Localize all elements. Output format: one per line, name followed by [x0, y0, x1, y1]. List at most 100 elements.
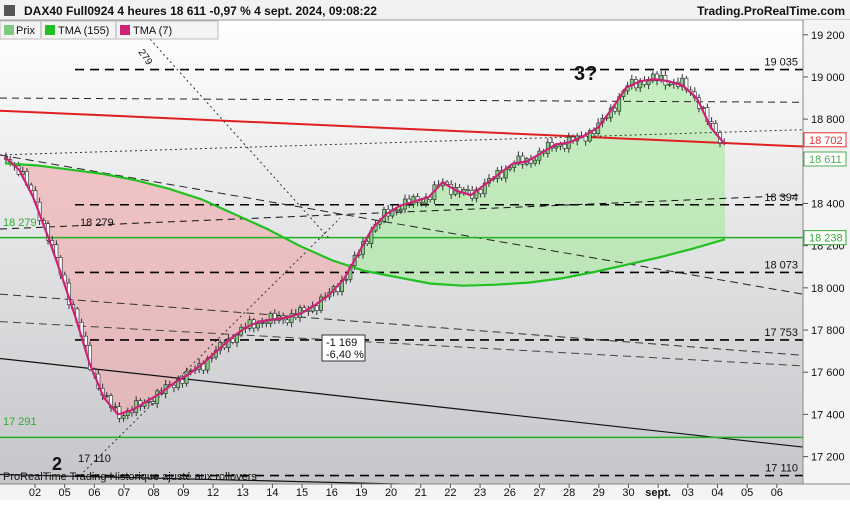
footer-note: ProRealTime Trading Historique ajusté au…	[3, 471, 257, 483]
candle-body	[319, 296, 323, 311]
candle-body	[314, 305, 319, 311]
candle-body	[151, 401, 155, 404]
candle-body	[180, 379, 185, 384]
candle-body	[260, 322, 265, 324]
fib-line-rising	[79, 217, 341, 476]
candle-body	[365, 241, 370, 244]
candle-body	[583, 135, 588, 142]
y-tick-label: 18 800	[811, 114, 845, 126]
y-tick-label: 19 000	[811, 72, 845, 84]
x-tick-label: 23	[474, 487, 486, 499]
tma7-line	[4, 77, 726, 416]
y-tick-label: 18 000	[811, 283, 845, 295]
price-badge-label: 18 238	[809, 233, 843, 245]
candle-body	[613, 107, 617, 112]
candle-body	[533, 159, 538, 164]
candle-body	[474, 189, 479, 199]
candle-body	[680, 77, 685, 87]
candle-body	[121, 415, 126, 419]
level-label-2: 18 073	[764, 259, 798, 271]
legend-swatch-tma7	[120, 25, 130, 35]
tma155-line	[4, 162, 726, 287]
label-17110-left: 17 110	[78, 453, 111, 465]
y-axis-panel	[803, 20, 850, 484]
candle-body	[268, 312, 273, 324]
price-badge-label: 18 611	[809, 154, 842, 166]
chart-title: DAX40 Full0924 4 heures 18 611 -0,97 % 4…	[24, 4, 377, 18]
candle-body	[709, 121, 714, 124]
candle-body	[554, 145, 559, 149]
candle-body	[667, 83, 672, 86]
label-18279: 18 279	[80, 217, 114, 229]
x-tick-label: 30	[622, 487, 634, 499]
x-tick-label: 04	[711, 487, 723, 499]
x-tick-label: 12	[207, 487, 219, 499]
x-tick-label: 06	[88, 487, 100, 499]
x-tick-label: 26	[504, 487, 516, 499]
level-label-3: 17 753	[764, 327, 798, 339]
candle-body	[419, 201, 424, 204]
legend: Prix TMA (155) TMA (7)	[0, 20, 219, 40]
x-tick-label: 02	[29, 487, 41, 499]
x-axis-panel	[0, 484, 850, 500]
tma-fill-region-1	[11, 162, 350, 415]
x-tick-label: 22	[444, 487, 456, 499]
level-label-1: 18 394	[764, 192, 798, 204]
candle-body	[394, 209, 399, 212]
y-tick-label: 19 200	[811, 30, 845, 42]
tma-fill-region-2	[350, 79, 725, 286]
price-badge-18238	[803, 230, 847, 246]
candle-body	[83, 335, 88, 346]
y-tick-label: 17 200	[811, 452, 845, 464]
x-tick-label: 19	[355, 487, 367, 499]
info-icon[interactable]	[4, 5, 15, 16]
label-18279-left: 18 279	[3, 217, 37, 229]
x-tick-label: 27	[533, 487, 545, 499]
resistance-line-red	[0, 109, 803, 148]
candle-body	[646, 80, 651, 85]
x-tick-label: sept.	[645, 487, 671, 499]
legend-label-tma7: TMA (7)	[133, 25, 172, 37]
x-tick-label: 15	[296, 487, 308, 499]
trendline-dashed-f	[0, 321, 803, 367]
candle-body	[508, 167, 512, 170]
price-badge-18611	[803, 151, 847, 167]
trendline-dashed-e	[0, 293, 803, 356]
x-tick-label: 05	[741, 487, 753, 499]
candle-body	[516, 155, 521, 165]
brand-label: Trading.ProRealTime.com	[697, 4, 845, 18]
drawdown-points: -1 169	[326, 337, 357, 349]
fib-line-diagonal	[139, 27, 331, 240]
y-tick-label: 18 400	[811, 198, 845, 210]
candle-body	[655, 73, 659, 82]
x-tick-label: 21	[415, 487, 427, 499]
candle-body	[466, 188, 470, 191]
drawdown-box	[321, 334, 366, 362]
candle-body	[172, 384, 176, 389]
trendline-dotted-c	[0, 129, 803, 156]
level-label-0: 19 035	[764, 57, 798, 69]
legend-label-prix: Prix	[16, 25, 35, 37]
candle-body	[285, 319, 290, 324]
candle-body	[113, 406, 118, 408]
trendline-dashed-b	[0, 97, 803, 103]
candle-body	[562, 144, 567, 149]
candle-body	[117, 406, 122, 419]
candle-body	[264, 322, 269, 324]
price-badge-label: 18 702	[809, 135, 843, 147]
trendline-dashed-a	[0, 194, 803, 230]
y-tick-label: 17 400	[811, 409, 845, 421]
x-tick-label: 07	[118, 487, 130, 499]
candle-body	[482, 182, 487, 195]
candle-body	[289, 313, 294, 324]
x-tick-label: 05	[59, 487, 71, 499]
legend-label-tma155: TMA (155)	[58, 25, 109, 37]
wave-label-3: 3?	[574, 63, 597, 85]
channel-line-lower	[0, 357, 803, 448]
price-badge-18702	[803, 132, 847, 148]
candle-body	[520, 155, 525, 165]
drawdown-percent: -6,40 %	[326, 349, 364, 361]
candle-body	[428, 196, 433, 200]
header-bar	[0, 0, 850, 20]
